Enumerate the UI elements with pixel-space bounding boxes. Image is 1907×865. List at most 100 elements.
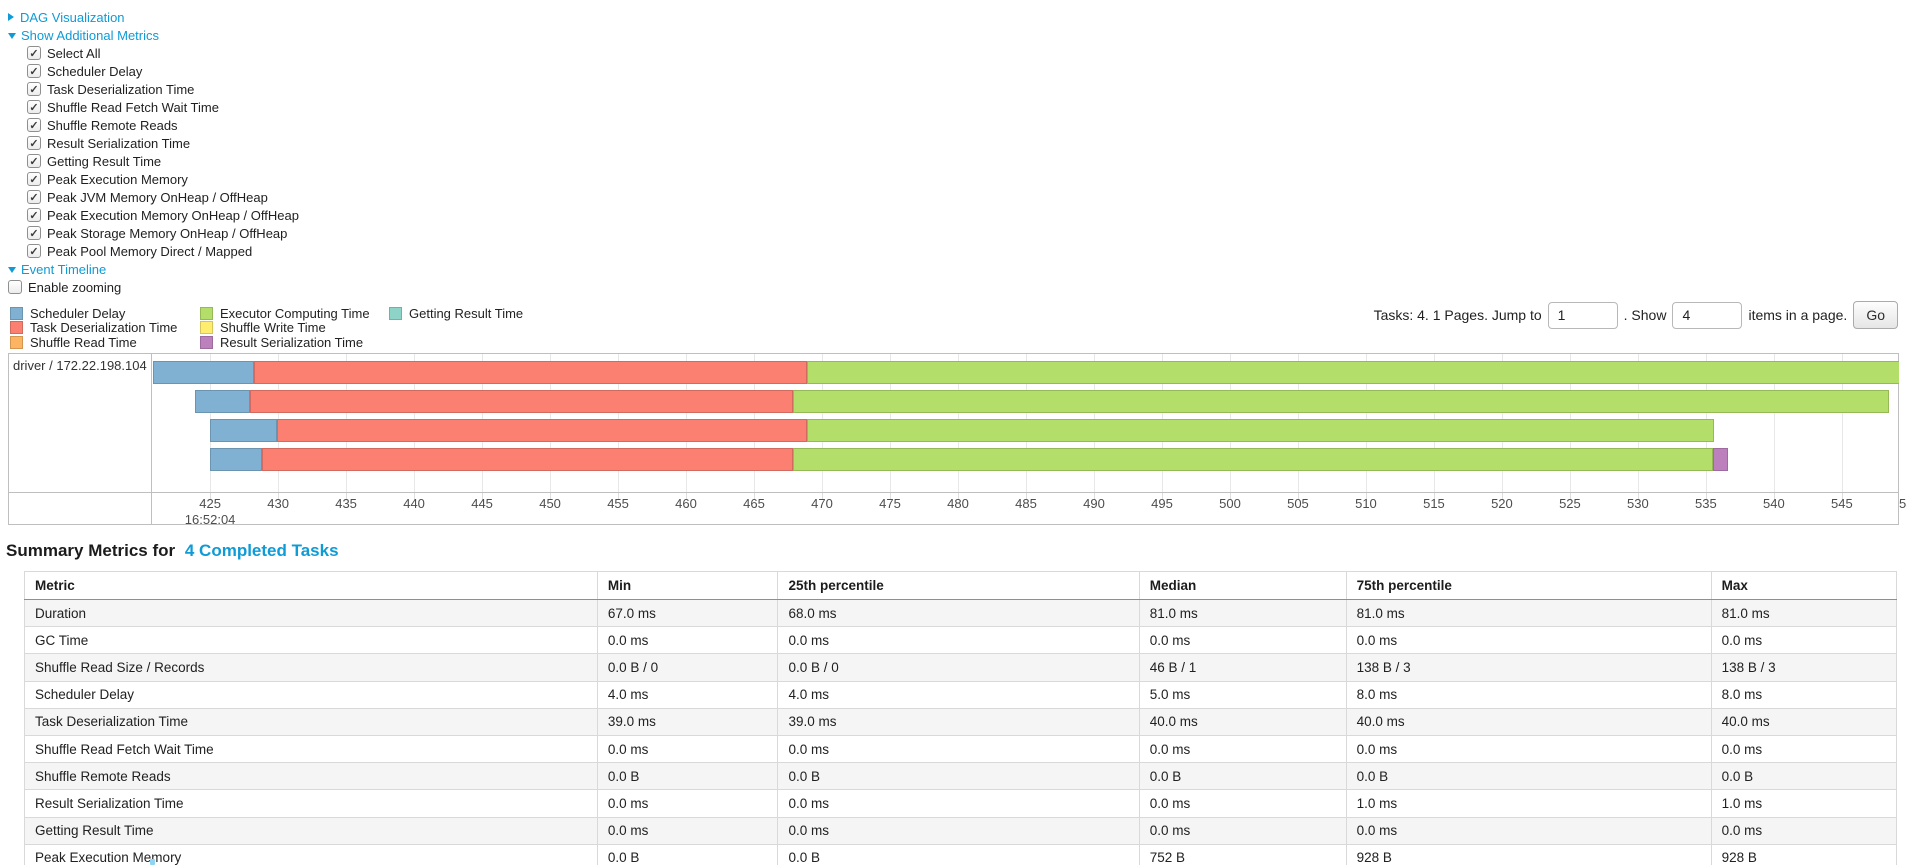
event-timeline-panel: driver / 172.22.198.104 425 430 435 440 445 4…	[8, 353, 1907, 527]
task-bar-segment-result-serialization[interactable]	[1712, 448, 1728, 471]
task-bar-segment-task-deserialization[interactable]	[261, 448, 794, 471]
metric-name-cell: Task Deserialization Time	[24, 707, 598, 736]
summary-title-text: Summary Metrics for	[6, 541, 176, 560]
task-bar-segment-executor-computing[interactable]	[793, 390, 1890, 413]
axis-tick-mark	[1773, 493, 1775, 500]
summary-cell: 0.0 ms	[596, 789, 779, 818]
metric-checkbox[interactable]: ✓	[27, 190, 41, 204]
summary-cell: 0.0 B	[1710, 762, 1898, 791]
summary-cell: 0.0 ms	[596, 816, 779, 845]
summary-cell: 0.0 ms	[777, 734, 1140, 764]
axis-tick-mark	[618, 493, 620, 500]
task-bar-segment-task-deserialization[interactable]	[249, 390, 794, 413]
axis-tick-label: 520	[1491, 496, 1513, 511]
task-bar-segment-scheduler-delay[interactable]	[195, 390, 250, 413]
metric-checkbox[interactable]: ✓	[27, 136, 41, 150]
summary-cell: 0.0 ms	[1138, 816, 1347, 845]
axis-tick-mark	[1229, 493, 1231, 500]
stage-page-controls: DAG Visualization Show Additional Metric…	[8, 8, 299, 296]
task-bar-segment-executor-computing[interactable]	[807, 419, 1715, 442]
legend-label: Result Serialization Time	[220, 334, 364, 350]
legend-item: Shuffle Read Time	[10, 335, 177, 350]
metric-checkbox[interactable]: ✓	[27, 46, 41, 60]
summary-cell: 0.0 ms	[777, 816, 1140, 845]
axis-tick-label: 505	[1287, 496, 1309, 511]
task-bar-segment-task-deserialization[interactable]	[276, 419, 808, 442]
summary-cell: 39.0 ms	[596, 707, 779, 736]
metric-checkbox-row: ✓ Peak Execution Memory OnHeap / OffHeap	[27, 206, 299, 224]
legend-label: Shuffle Read Time	[30, 334, 137, 350]
metric-name-cell: Scheduler Delay	[24, 680, 598, 709]
summary-col-header: Min	[596, 571, 779, 600]
metric-checkbox[interactable]: ✓	[27, 82, 41, 96]
metric-checkbox[interactable]: ✓	[27, 208, 41, 222]
legend-item: Result Serialization Time	[200, 335, 370, 350]
axis-tick-mark	[754, 493, 756, 500]
axis-tick-label: 430	[267, 496, 289, 511]
metric-checkbox-label: Shuffle Remote Reads	[47, 117, 178, 133]
summary-row: Shuffle Remote Reads 0.0 B 0.0 B 0.0 B 0.0 B…	[24, 762, 1898, 791]
metric-checkbox[interactable]: ✓	[27, 154, 41, 168]
summary-cell: 81.0 ms	[1345, 598, 1712, 628]
axis-tick-label: 480	[947, 496, 969, 511]
axis-tick-label: 510	[1355, 496, 1377, 511]
metric-checkbox[interactable]: ✓	[27, 244, 41, 258]
summary-cell: 928 B	[1710, 843, 1898, 865]
metric-checkbox-label: Scheduler Delay	[47, 63, 143, 79]
summary-header-row: Metric Min 25th percentile Median 75th perce…	[24, 571, 1898, 600]
legend-column: Scheduler Delay Task Deserialization Time…	[10, 306, 177, 350]
metric-checkbox[interactable]: ✓	[27, 118, 41, 132]
legend-item: Shuffle Write Time	[200, 320, 370, 335]
metric-checkbox-label: Select All	[47, 45, 101, 61]
legend-item: Task Deserialization Time	[10, 320, 177, 335]
axis-tick-label: 500	[1219, 496, 1241, 511]
enable-zooming-checkbox[interactable]	[8, 280, 22, 294]
legend-column: Executor Computing Time Shuffle Write Tim…	[200, 306, 370, 350]
summary-cell: 81.0 ms	[1710, 598, 1898, 628]
metric-checkbox[interactable]: ✓	[27, 226, 41, 240]
timeline-gridline	[1773, 354, 1775, 492]
items-per-page-input[interactable]	[1672, 301, 1743, 329]
axis-tick-mark	[1433, 493, 1435, 500]
jump-to-page-input[interactable]	[1547, 301, 1618, 329]
task-bar-segment-executor-computing[interactable]	[807, 361, 1899, 384]
completed-tasks-link[interactable]: 4 Completed Tasks	[184, 541, 339, 560]
axis-tick-mark	[1637, 493, 1639, 500]
axis-tick-mark	[1501, 493, 1503, 500]
dag-visualization-label: DAG Visualization	[20, 9, 125, 25]
dag-visualization-link[interactable]: DAG Visualization	[8, 8, 299, 26]
task-bar-segment-scheduler-delay[interactable]	[210, 419, 277, 442]
axis-tick-label: 525	[1559, 496, 1581, 511]
metric-checkbox[interactable]: ✓	[27, 100, 41, 114]
summary-col-header: 25th percentile	[777, 571, 1140, 600]
legend-swatch	[389, 306, 402, 320]
enable-zooming-row: Enable zooming	[8, 278, 299, 296]
axis-tick-label: 550	[1899, 496, 1907, 511]
event-timeline-link[interactable]: Event Timeline	[8, 260, 299, 278]
axis-tick-label: 450	[539, 496, 561, 511]
task-bar-segment-scheduler-delay[interactable]	[153, 361, 254, 384]
task-bar-segment-scheduler-delay[interactable]	[210, 448, 262, 471]
axis-tick-label: 545	[1831, 496, 1853, 511]
axis-tick-mark	[822, 493, 824, 500]
axis-tick-mark	[210, 493, 212, 500]
axis-tick-label: 455	[607, 496, 629, 511]
summary-cell: 40.0 ms	[1345, 707, 1712, 736]
legend-swatch	[200, 335, 213, 349]
metric-checkbox[interactable]: ✓	[27, 172, 41, 186]
legend-label: Getting Result Time	[409, 305, 524, 321]
axis-tick-label: 465	[743, 496, 765, 511]
task-bar-segment-task-deserialization[interactable]	[253, 361, 808, 384]
additional-metrics-list: ✓ Select All ✓ Scheduler Delay ✓ Task Deseria…	[8, 44, 299, 260]
axis-tick-label: 540	[1763, 496, 1785, 511]
timeline-axis: 425 430 435 440 445 450 455 460 465 470 475 480 485 4…	[153, 493, 1907, 527]
go-button[interactable]: Go	[1853, 301, 1898, 329]
summary-cell: 0.0 ms	[1138, 626, 1347, 655]
metric-checkbox-label: Task Deserialization Time	[47, 81, 195, 97]
axis-tick-label: 470	[811, 496, 833, 511]
metric-checkbox[interactable]: ✓	[27, 64, 41, 78]
axis-tick-label: 425	[199, 496, 221, 511]
task-bar-segment-executor-computing[interactable]	[793, 448, 1713, 471]
metric-name-cell: Peak Execution Memory	[24, 843, 598, 865]
show-additional-metrics-link[interactable]: Show Additional Metrics	[8, 26, 299, 44]
